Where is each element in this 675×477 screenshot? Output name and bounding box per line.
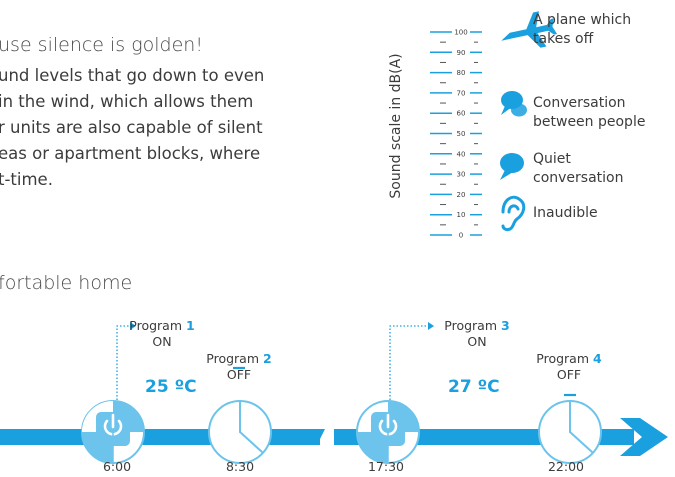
program-word: Program — [129, 318, 183, 333]
program-word: Program — [206, 351, 260, 366]
paragraph-line: t-time. — [0, 170, 53, 189]
program-state: ON — [152, 334, 172, 349]
clock-17-30 — [356, 400, 420, 464]
speech-bubble-icon — [500, 153, 524, 180]
program-word: Program — [536, 351, 590, 366]
paragraph-line: eas or apartment blocks, where — [0, 144, 261, 163]
paragraph-line: in the wind, which allows them — [0, 92, 254, 111]
program-number: 2 — [263, 351, 272, 366]
scale-tick-label: 0 — [459, 232, 463, 240]
program-number: 3 — [501, 318, 510, 333]
legend-label-quiet-conversation: Quiet conversation — [533, 151, 624, 186]
off-markers — [233, 366, 576, 397]
clock-time-label: 6:00 — [102, 459, 132, 474]
scale-tick-label: 90 — [457, 49, 466, 57]
clock-time-label: 22:00 — [547, 459, 585, 474]
legend-label-inaudible: Inaudible — [533, 205, 598, 221]
program-2-label: Program 2 OFF — [206, 351, 271, 383]
clock-icon — [569, 400, 593, 453]
scale-tick-label: 40 — [457, 150, 466, 158]
program-number: 1 — [186, 318, 195, 333]
clock-icon — [239, 400, 263, 453]
connector-arrowhead — [428, 322, 434, 330]
airplane-icon — [501, 11, 558, 48]
clock-time-label: 8:30 — [225, 459, 255, 474]
timeline-break — [312, 429, 325, 445]
program-state: ON — [467, 334, 487, 349]
scale-tick-label: 70 — [457, 89, 466, 97]
scale-tick-label: 20 — [457, 191, 466, 199]
program-number: 4 — [593, 351, 602, 366]
clock-6-00 — [81, 400, 145, 464]
scale-tick-label: 30 — [457, 171, 466, 179]
temperature-label-1: 25 ºC — [145, 377, 197, 397]
scale-tick-label: 100 — [454, 29, 467, 37]
legend-label-plane: A plane which takes off — [533, 12, 632, 47]
clock-time-label: 17:30 — [367, 459, 405, 474]
program-word: Program — [444, 318, 498, 333]
scale-tick-label: 50 — [457, 130, 466, 138]
clock-8-30 — [208, 400, 272, 464]
temperature-label-2: 27 ºC — [448, 377, 500, 397]
program-3-label: Program 3 ON — [444, 318, 509, 350]
ear-icon — [501, 195, 526, 232]
paragraph-line: r units are also capable of silent — [0, 118, 263, 137]
program-state: OFF — [556, 367, 582, 382]
scale-tick-label: 60 — [457, 110, 466, 118]
scale-tick-label: 10 — [457, 211, 466, 219]
paragraph-line: und levels that go down to even — [0, 66, 265, 85]
scale-tick-label: 80 — [457, 69, 466, 77]
program-state: OFF — [226, 367, 252, 382]
program-1-label: Program 1 ON — [129, 318, 194, 350]
program-connectors — [116, 325, 428, 400]
section-heading-top: use silence is golden! — [0, 34, 203, 56]
program-4-label: Program 4 OFF — [536, 351, 601, 383]
legend-label-conversation: Conversation between people — [533, 95, 646, 130]
section-heading-bottom: fortable home — [0, 272, 133, 294]
connector-arrowhead — [130, 322, 136, 330]
clock-22-00 — [538, 400, 602, 464]
speech-bubbles-icon — [501, 91, 527, 117]
